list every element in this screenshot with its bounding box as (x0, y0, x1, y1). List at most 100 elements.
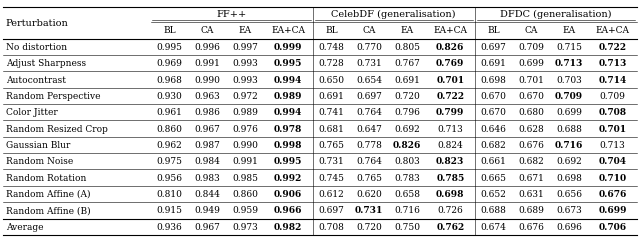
Text: 0.799: 0.799 (436, 108, 465, 117)
Text: 0.720: 0.720 (394, 92, 420, 101)
Text: 0.991: 0.991 (195, 59, 220, 68)
Text: 0.646: 0.646 (481, 125, 506, 134)
Text: 0.995: 0.995 (156, 43, 182, 52)
Text: 0.961: 0.961 (157, 108, 182, 117)
Text: BL: BL (163, 27, 176, 35)
Text: 0.670: 0.670 (481, 108, 506, 117)
Text: Random Affine (A): Random Affine (A) (6, 190, 90, 199)
Text: 0.654: 0.654 (356, 75, 382, 85)
Text: 0.676: 0.676 (518, 141, 544, 150)
Text: 0.930: 0.930 (157, 92, 182, 101)
Text: 0.991: 0.991 (232, 157, 258, 166)
Text: 0.844: 0.844 (195, 190, 220, 199)
Text: 0.983: 0.983 (195, 174, 220, 183)
Text: CA: CA (200, 27, 214, 35)
Text: 0.783: 0.783 (394, 174, 420, 183)
Text: BL: BL (487, 27, 500, 35)
Text: 0.995: 0.995 (274, 157, 303, 166)
Text: 0.674: 0.674 (481, 223, 506, 232)
Text: 0.989: 0.989 (274, 92, 303, 101)
Text: 0.762: 0.762 (436, 223, 465, 232)
Text: EA: EA (401, 27, 413, 35)
Text: 0.716: 0.716 (394, 206, 420, 215)
Text: 0.994: 0.994 (274, 75, 303, 85)
Text: 0.963: 0.963 (195, 92, 220, 101)
Text: 0.949: 0.949 (195, 206, 220, 215)
Text: EA: EA (238, 27, 252, 35)
Text: 0.699: 0.699 (598, 206, 627, 215)
Text: 0.620: 0.620 (356, 190, 382, 199)
Text: 0.764: 0.764 (356, 108, 382, 117)
Text: 0.985: 0.985 (232, 174, 258, 183)
Text: 0.701: 0.701 (518, 75, 544, 85)
Text: 0.713: 0.713 (600, 141, 625, 150)
Text: 0.650: 0.650 (319, 75, 344, 85)
Text: 0.670: 0.670 (518, 92, 544, 101)
Text: 0.826: 0.826 (436, 43, 465, 52)
Text: 0.785: 0.785 (436, 174, 465, 183)
Text: 0.682: 0.682 (518, 157, 544, 166)
Text: 0.989: 0.989 (232, 108, 258, 117)
Text: 0.631: 0.631 (518, 190, 544, 199)
Text: 0.810: 0.810 (157, 190, 182, 199)
Text: 0.628: 0.628 (518, 125, 544, 134)
Text: CA: CA (363, 27, 376, 35)
Text: 0.967: 0.967 (195, 223, 220, 232)
Text: Random Resized Crop: Random Resized Crop (6, 125, 108, 134)
Text: 0.713: 0.713 (437, 125, 463, 134)
Text: 0.764: 0.764 (356, 157, 382, 166)
Text: 0.860: 0.860 (157, 125, 182, 134)
Text: DFDC (generalisation): DFDC (generalisation) (500, 10, 611, 19)
Text: 0.658: 0.658 (394, 190, 420, 199)
Text: 0.710: 0.710 (598, 174, 627, 183)
Text: 0.984: 0.984 (195, 157, 220, 166)
Text: 0.709: 0.709 (600, 92, 625, 101)
Text: 0.716: 0.716 (555, 141, 583, 150)
Text: 0.915: 0.915 (156, 206, 182, 215)
Text: 0.676: 0.676 (598, 190, 627, 199)
Text: 0.709: 0.709 (518, 43, 544, 52)
Text: 0.972: 0.972 (232, 92, 258, 101)
Text: 0.994: 0.994 (274, 108, 303, 117)
Text: 0.731: 0.731 (319, 157, 344, 166)
Text: No distortion: No distortion (6, 43, 67, 52)
Text: 0.826: 0.826 (393, 141, 421, 150)
Text: 0.715: 0.715 (556, 43, 582, 52)
Text: 0.612: 0.612 (319, 190, 344, 199)
Text: 0.967: 0.967 (195, 125, 220, 134)
Text: 0.992: 0.992 (274, 174, 303, 183)
Text: 0.676: 0.676 (518, 223, 544, 232)
Text: 0.731: 0.731 (356, 59, 382, 68)
Text: 0.978: 0.978 (274, 125, 303, 134)
Text: 0.699: 0.699 (518, 59, 544, 68)
Text: Color Jitter: Color Jitter (6, 108, 58, 117)
Text: 0.996: 0.996 (195, 43, 220, 52)
Text: 0.713: 0.713 (555, 59, 583, 68)
Text: 0.993: 0.993 (232, 75, 258, 85)
Text: Random Perspective: Random Perspective (6, 92, 100, 101)
Text: 0.692: 0.692 (394, 125, 420, 134)
Text: EA+CA: EA+CA (433, 27, 467, 35)
Text: 0.765: 0.765 (356, 174, 382, 183)
Text: BL: BL (325, 27, 338, 35)
Text: 0.969: 0.969 (157, 59, 182, 68)
Text: 0.968: 0.968 (157, 75, 182, 85)
Text: 0.691: 0.691 (481, 59, 506, 68)
Text: 0.698: 0.698 (436, 190, 465, 199)
Text: Gaussian Blur: Gaussian Blur (6, 141, 70, 150)
Text: EA: EA (563, 27, 575, 35)
Text: 0.803: 0.803 (394, 157, 420, 166)
Text: Random Affine (B): Random Affine (B) (6, 206, 90, 215)
Text: 0.796: 0.796 (394, 108, 420, 117)
Text: 0.647: 0.647 (356, 125, 382, 134)
Text: EA+CA: EA+CA (595, 27, 629, 35)
Text: 0.714: 0.714 (598, 75, 627, 85)
Text: 0.688: 0.688 (481, 206, 506, 215)
Text: 0.769: 0.769 (436, 59, 465, 68)
Text: 0.697: 0.697 (319, 206, 344, 215)
Text: 0.750: 0.750 (394, 223, 420, 232)
Text: 0.713: 0.713 (598, 59, 627, 68)
Text: 0.990: 0.990 (232, 141, 258, 150)
Text: 0.701: 0.701 (598, 125, 627, 134)
Text: 0.990: 0.990 (195, 75, 220, 85)
